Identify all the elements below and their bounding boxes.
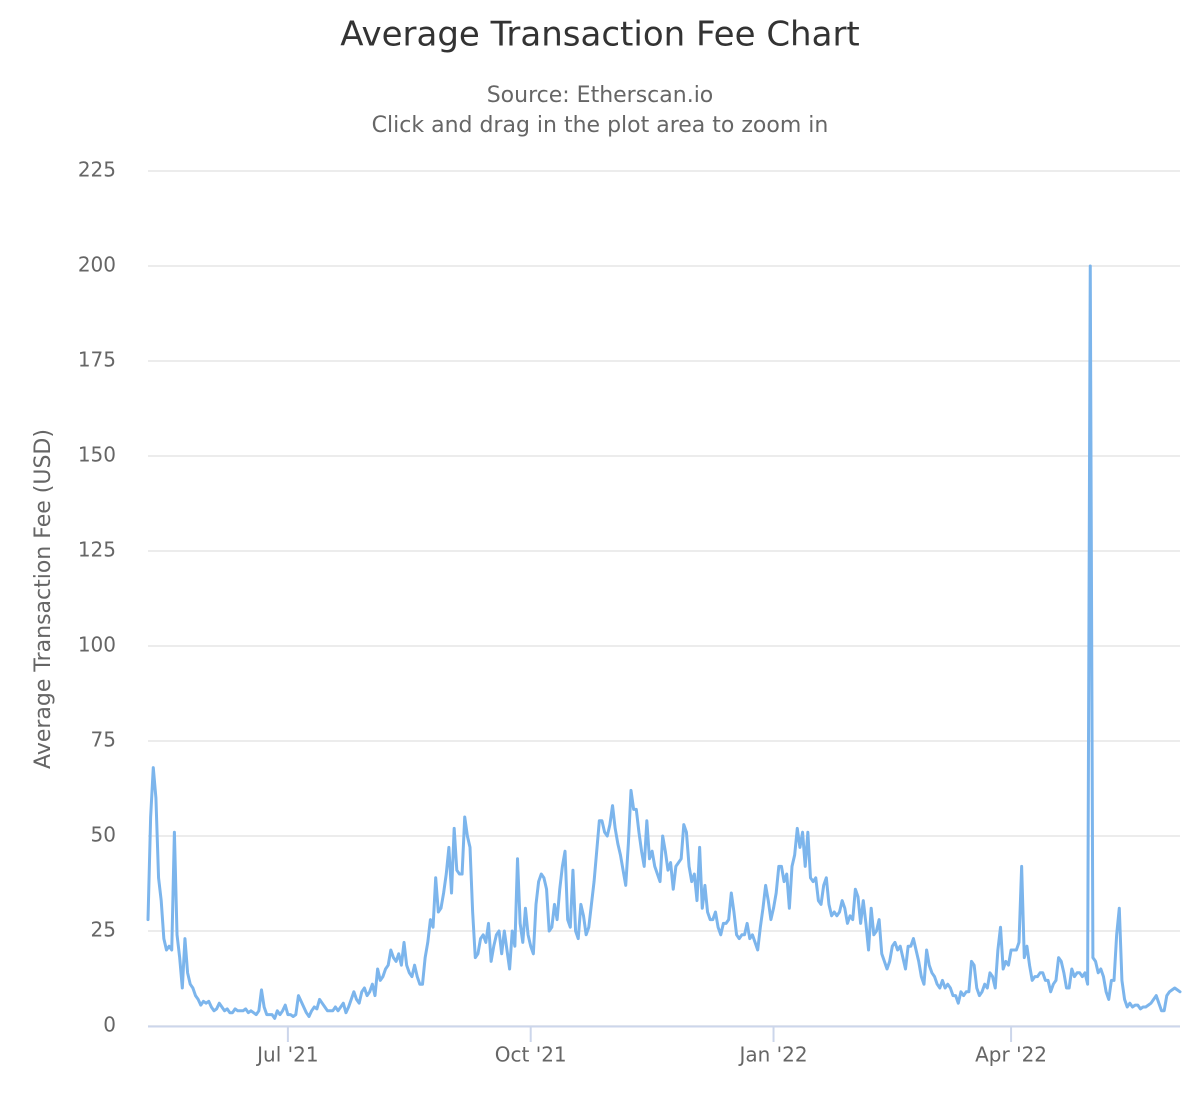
- y-tick-label: 0: [103, 1013, 116, 1037]
- y-tick-label: 75: [91, 728, 116, 752]
- y-tick-label: 200: [78, 253, 116, 277]
- y-tick-label: 125: [78, 538, 116, 562]
- data-line: [146, 264, 1182, 1020]
- y-axis-title: Average Transaction Fee (USD): [31, 429, 56, 769]
- y-tick-label: 100: [78, 633, 116, 657]
- x-tick-label: Apr '22: [975, 1043, 1047, 1067]
- y-tick-label: 50: [91, 823, 116, 847]
- x-tick-label: Jul '21: [255, 1043, 318, 1067]
- y-tick-label: 150: [78, 443, 116, 467]
- chart-title: Average Transaction Fee Chart: [340, 15, 860, 55]
- x-tick-label: Jan '22: [737, 1043, 807, 1067]
- chart-note: Click and drag in the plot area to zoom …: [372, 113, 829, 138]
- y-tick-label: 25: [91, 918, 116, 942]
- y-tick-label: 225: [78, 158, 116, 182]
- chart-subtitle: Source: Etherscan.io: [487, 83, 714, 108]
- x-tick-label: Oct '21: [495, 1043, 567, 1067]
- y-tick-label: 175: [78, 348, 116, 372]
